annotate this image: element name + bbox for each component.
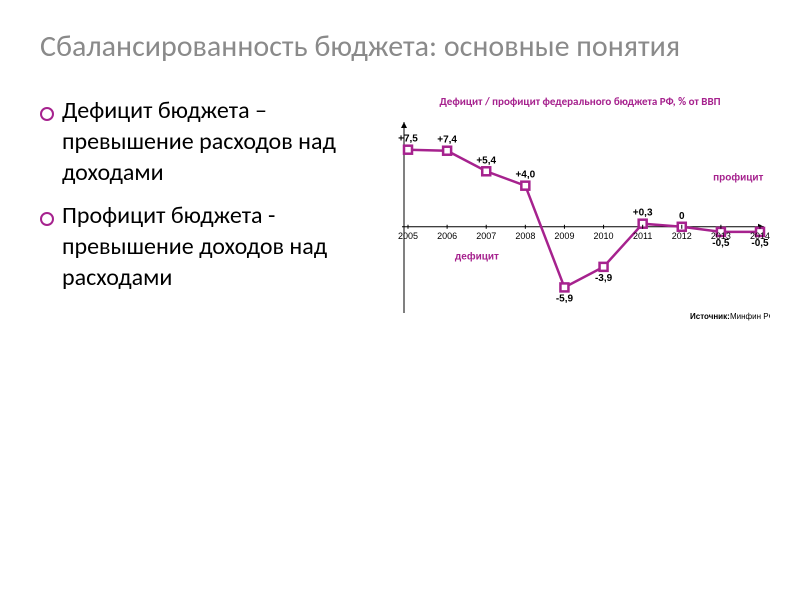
svg-text:+5,4: +5,4 xyxy=(476,155,496,166)
svg-text:+0,3: +0,3 xyxy=(633,207,653,218)
svg-text:+4,0: +4,0 xyxy=(515,169,535,180)
chart-svg: +7,5 2005 +7,4 2006 +5,4 2007 +4,0 2008 -5,9 2009… xyxy=(390,114,770,324)
svg-text:2010: 2010 xyxy=(594,230,614,240)
svg-text:2009: 2009 xyxy=(554,230,574,240)
slide-body: Дефицит бюджета – превышение расходов на… xyxy=(40,95,760,324)
svg-text:+7,4: +7,4 xyxy=(437,134,457,145)
bullet-list: Дефицит бюджета – превышение расходов на… xyxy=(40,95,380,324)
slide-title: Сбалансированность бюджета: основные пон… xyxy=(40,30,760,65)
svg-text:2007: 2007 xyxy=(476,230,496,240)
line-chart: +7,5 2005 +7,4 2006 +5,4 2007 +4,0 2008 -5,9 2009… xyxy=(390,114,770,324)
svg-text:2014: 2014 xyxy=(750,230,770,240)
svg-text:дефицит: дефицит xyxy=(455,250,499,262)
svg-text:2011: 2011 xyxy=(633,230,652,240)
bullet-item: Дефицит бюджета – превышение расходов на… xyxy=(40,95,380,189)
svg-text:профицит: профицит xyxy=(713,171,763,183)
svg-text:2005: 2005 xyxy=(398,230,418,240)
bullet-item: Профицит бюджета - превышение доходов на… xyxy=(40,200,380,294)
chart-title: Дефицит / профицит федерального бюджета … xyxy=(390,95,770,108)
svg-text:0: 0 xyxy=(679,210,685,221)
chart-container: Дефицит / профицит федерального бюджета … xyxy=(390,95,770,324)
svg-text:2012: 2012 xyxy=(672,230,692,240)
svg-text:Источник:: Источник: xyxy=(690,312,730,321)
svg-text:-5,9: -5,9 xyxy=(556,293,574,304)
svg-text:2008: 2008 xyxy=(515,230,535,240)
svg-text:+7,5: +7,5 xyxy=(398,133,418,144)
svg-text:2013: 2013 xyxy=(711,230,731,240)
svg-text:2006: 2006 xyxy=(437,230,457,240)
slide: Сбалансированность бюджета: основные пон… xyxy=(0,0,800,600)
svg-text:-3,9: -3,9 xyxy=(595,272,613,283)
svg-text:Минфин РФ: Минфин РФ xyxy=(730,312,770,321)
